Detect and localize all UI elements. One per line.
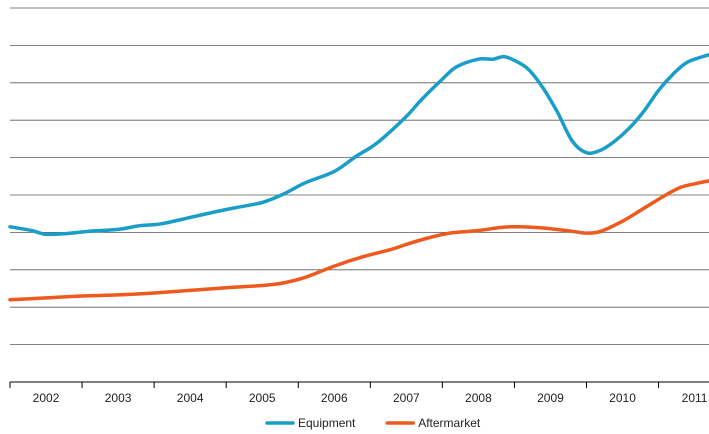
x-tick-label-2009: 2009 — [537, 391, 564, 405]
legend: Equipment Aftermarket — [265, 416, 481, 430]
x-tick-label-2002: 2002 — [33, 391, 60, 405]
x-tick-label-2010: 2010 — [609, 391, 636, 405]
x-tick-label-2007: 2007 — [393, 391, 420, 405]
x-tick-label-2006: 2006 — [321, 391, 348, 405]
legend-label-equipment: Equipment — [298, 416, 356, 430]
x-tick-label-2008: 2008 — [465, 391, 492, 405]
gridlines — [10, 7, 709, 346]
x-axis-ticks — [9, 382, 660, 388]
x-tick-label-2005: 2005 — [249, 391, 276, 405]
x-tick-label-2011: 2011 — [682, 391, 708, 405]
series-line-aftermarket — [8, 179, 709, 302]
series-lines — [8, 53, 709, 302]
legend-label-aftermarket: Aftermarket — [418, 416, 481, 430]
x-tick-label-2003: 2003 — [105, 391, 132, 405]
series-line-equipment — [8, 53, 709, 237]
x-tick-label-2004: 2004 — [177, 391, 204, 405]
x-axis-tick-labels: 2002 2003 2004 2005 2006 2007 2008 2009 2010 2011 — [33, 391, 708, 405]
